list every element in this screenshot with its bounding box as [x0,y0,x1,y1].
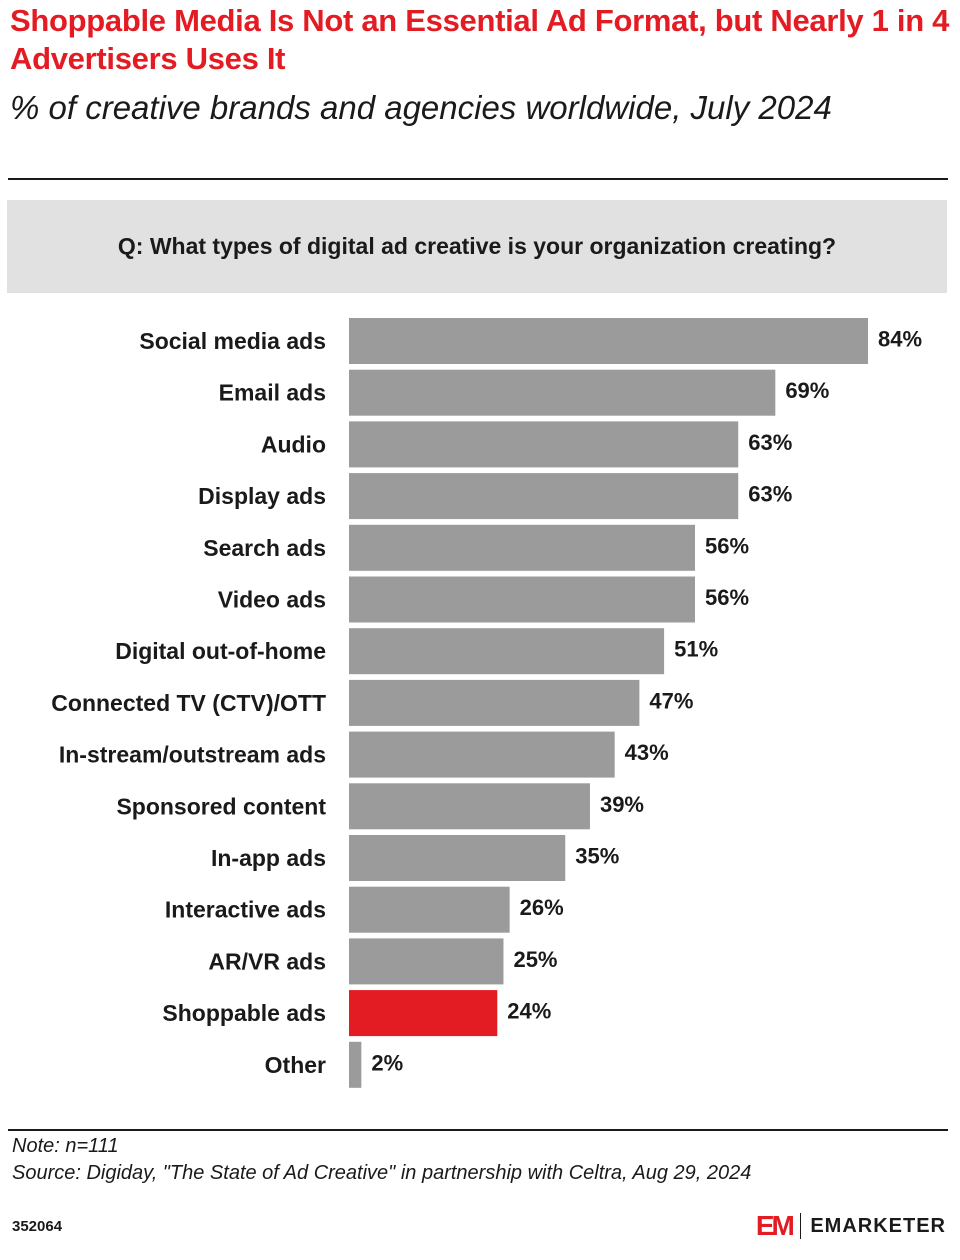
value-label: 63% [748,430,792,455]
bar [349,886,510,933]
bar [349,731,615,778]
bar [349,835,566,881]
value-label: 39% [600,792,644,817]
chart-note: Note: n=111 [12,1135,119,1157]
value-label: 56% [705,533,749,558]
bar [349,576,695,623]
category-label: In-stream/outstream ads [59,742,326,768]
value-label: 26% [520,895,564,920]
category-label: Connected TV (CTV)/OTT [51,690,326,716]
category-label: Social media ads [139,328,326,354]
bottom-divider [8,1129,948,1131]
category-label: Shoppable ads [162,1000,326,1026]
value-label: 35% [575,844,619,869]
category-label: Sponsored content [116,793,326,819]
chart-subtitle: % of creative brands and agencies worldw… [10,89,832,126]
category-label: Interactive ads [165,897,326,923]
value-label: 63% [748,482,792,507]
survey-question: Q: What types of digital ad creative is … [117,233,837,259]
category-label: Digital out-of-home [115,638,326,664]
bar [349,318,868,364]
value-label: 24% [507,999,551,1024]
emarketer-logo: EM EMARKETER [756,1210,946,1242]
bar [349,473,739,520]
value-label: 56% [705,585,749,610]
category-label: Other [265,1052,326,1078]
bar [349,679,640,726]
category-label: Video ads [218,587,326,613]
chart-id: 352064 [12,1218,63,1235]
bar [349,938,504,985]
category-label: AR/VR ads [208,948,326,974]
value-label: 43% [625,740,669,765]
category-label: Email ads [219,380,326,406]
logo-mark: EM [755,1210,795,1241]
value-label: 47% [649,688,693,713]
top-divider [8,178,948,180]
category-label: Display ads [198,483,326,509]
bar [349,783,590,830]
value-label: 84% [878,327,922,352]
question-box: Q: What types of digital ad creative is … [7,200,947,293]
value-label: 69% [785,378,829,403]
bar [349,369,776,416]
bar [349,421,739,468]
bar [349,1041,362,1088]
value-label: 51% [674,637,718,662]
bar [349,524,695,571]
bar [349,990,498,1037]
chart-source: Source: Digiday, "The State of Ad Creati… [12,1162,752,1184]
value-label: 25% [513,947,557,972]
logo-separator [799,1213,802,1239]
category-label: In-app ads [211,845,326,871]
chart-title: Shoppable Media Is Not an Essential Ad F… [10,3,950,76]
category-label: Audio [261,431,326,457]
logo-text: EMARKETER [810,1214,946,1237]
value-label: 2% [371,1050,403,1075]
category-label: Search ads [203,535,326,561]
bar-chart: Social media ads 84% Email ads 69% Audio 63% D… [51,318,922,1088]
bar [349,628,665,675]
